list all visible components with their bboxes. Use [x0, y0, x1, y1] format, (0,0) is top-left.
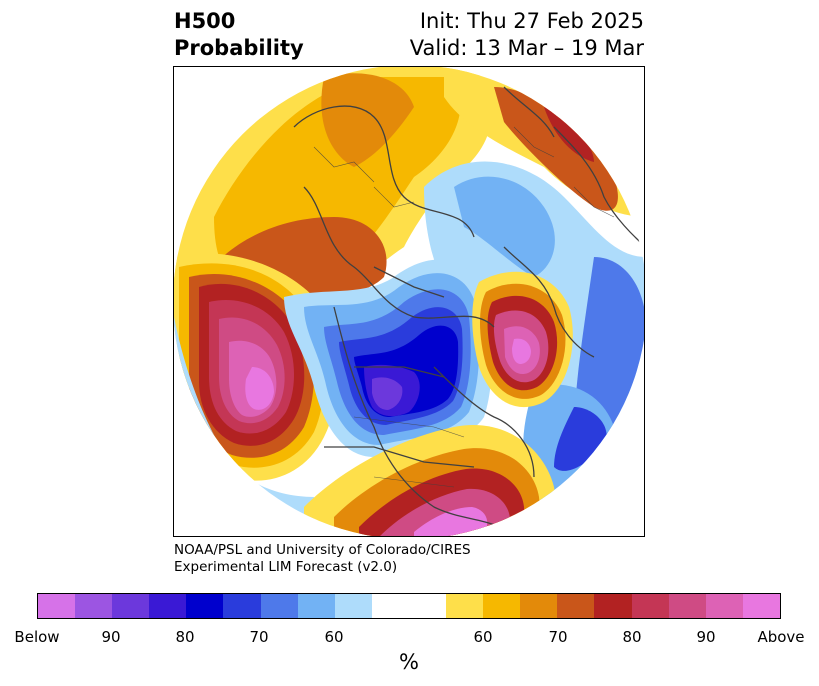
contour-above-75-ne — [544, 107, 594, 162]
contour-above-65-north — [321, 73, 414, 167]
colorbar-cell — [631, 594, 669, 618]
contour-below-65-atlantic — [574, 257, 644, 441]
colorbar-tick-label: 80 — [622, 628, 642, 646]
colorbar-tick-label: 70 — [548, 628, 568, 646]
colorbar-tick-label: 60 — [324, 628, 344, 646]
colorbar-cell — [705, 594, 743, 618]
title-variable: H500 — [174, 9, 236, 33]
contour-above-high-pacific — [245, 367, 274, 410]
colorbar-tick-label: 90 — [696, 628, 716, 646]
colorbar-cell — [557, 594, 595, 618]
colorbar — [37, 593, 781, 619]
colorbar-cell — [446, 594, 484, 618]
probability-map — [173, 66, 645, 537]
credit-line2: Experimental LIM Forecast (v2.0) — [174, 559, 398, 575]
colorbar-tick-label: 80 — [175, 628, 195, 646]
colorbar-cell — [260, 594, 298, 618]
contour-above-70-ne — [494, 87, 618, 211]
colorbar-cell — [371, 594, 409, 618]
credit-text: NOAA/PSL and University of Colorado/CIRE… — [174, 542, 471, 576]
colorbar-cell — [149, 594, 187, 618]
title-product: Probability — [174, 36, 304, 60]
contour-below-60-arctic — [454, 176, 555, 277]
colorbar-cell — [483, 594, 521, 618]
colorbar-tick-label: Above — [757, 628, 805, 646]
colorbar-cell — [38, 594, 76, 618]
colorbar-cell — [594, 594, 632, 618]
colorbar-cell — [668, 594, 706, 618]
probability-field — [174, 67, 644, 536]
colorbar-cell — [112, 594, 150, 618]
colorbar-cell — [742, 594, 780, 618]
colorbar-tick-label: 70 — [249, 628, 269, 646]
colorbar-unit: % — [399, 650, 419, 674]
map-title: H500 Probability — [174, 8, 304, 62]
colorbar-cell — [297, 594, 335, 618]
polar-projection-map — [174, 67, 644, 536]
political-borders — [313, 126, 615, 488]
contour-above-high-se — [414, 507, 488, 536]
colorbar-tick-label: 90 — [101, 628, 121, 646]
colorbar-cell — [75, 594, 113, 618]
valid-date: Valid: 13 Mar – 19 Mar — [409, 36, 644, 60]
colorbar-tick-label: 60 — [473, 628, 493, 646]
coastlines — [293, 86, 644, 536]
credit-line1: NOAA/PSL and University of Colorado/CIRE… — [174, 542, 471, 558]
contour-above-high-atlantic — [512, 338, 531, 364]
forecast-dates: Init: Thu 27 Feb 2025 Valid: 13 Mar – 19… — [410, 8, 644, 62]
contour-below-85-na — [372, 377, 403, 410]
colorbar-cell — [334, 594, 372, 618]
colorbar-cell — [408, 594, 447, 618]
colorbar-tick-label: Below — [14, 628, 60, 646]
colorbar-cell — [520, 594, 558, 618]
colorbar-cell — [186, 594, 224, 618]
colorbar-cell — [223, 594, 261, 618]
init-date: Init: Thu 27 Feb 2025 — [419, 9, 644, 33]
